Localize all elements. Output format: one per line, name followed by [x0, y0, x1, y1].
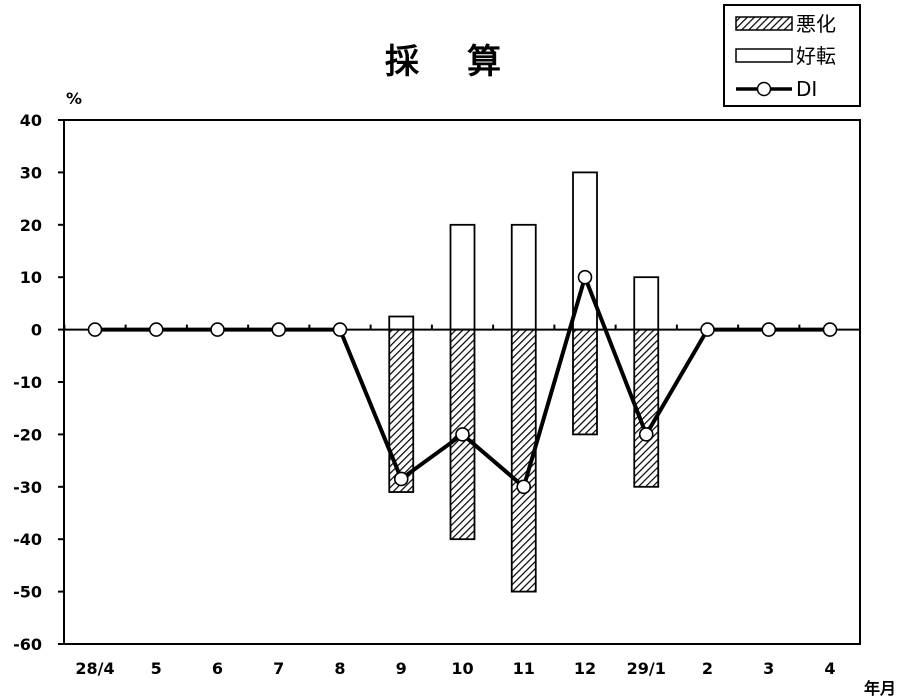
- x-tick-label: 10: [451, 659, 473, 678]
- y-axis-unit: %: [66, 89, 82, 108]
- x-tick-label: 12: [574, 659, 596, 678]
- legend-swatch-open: [735, 48, 793, 63]
- di-point: [332, 322, 348, 337]
- x-tick-label: 28/4: [75, 659, 114, 678]
- y-tick-label: -50: [13, 583, 42, 602]
- legend-item-worsen: 悪化: [735, 12, 836, 36]
- y-tick-label: 0: [31, 321, 42, 340]
- di-point: [577, 269, 593, 285]
- legend-swatch-hatch: [735, 16, 793, 31]
- y-tick-label: -30: [13, 478, 42, 497]
- x-tick-label: 4: [824, 659, 835, 678]
- x-axis-unit: 年月: [864, 679, 896, 698]
- y-tick-label: -60: [13, 635, 42, 654]
- x-tick-label: 7: [273, 659, 284, 678]
- x-tick-label: 8: [334, 659, 345, 678]
- legend-item-di: DI: [736, 77, 817, 101]
- di-point: [210, 322, 225, 337]
- di-point: [700, 322, 715, 337]
- di-points: [87, 269, 838, 495]
- y-tick-label: 20: [20, 216, 42, 235]
- y-tick-label: 40: [20, 111, 42, 130]
- x-tick-label: 29/1: [627, 659, 666, 678]
- di-point: [638, 427, 654, 442]
- worsen-bar: [572, 328, 598, 436]
- worsen-bar: [388, 328, 415, 493]
- x-tick-label: 11: [513, 659, 535, 678]
- x-tick-label: 6: [212, 659, 223, 678]
- y-tick-label: -10: [13, 373, 42, 392]
- chart-title: 採算: [385, 42, 549, 82]
- improve-bar: [510, 223, 537, 331]
- di-point: [87, 322, 103, 337]
- y-tick-label: -40: [13, 530, 42, 549]
- y-tick-label: 30: [20, 163, 42, 182]
- di-point: [455, 427, 470, 442]
- di-point: [516, 479, 532, 495]
- y-tick-label: 10: [20, 268, 42, 287]
- di-point: [822, 322, 838, 337]
- di-point: [393, 471, 409, 487]
- di-point: [148, 322, 164, 337]
- improve-bar: [633, 276, 660, 331]
- x-tick-label: 5: [151, 659, 162, 678]
- legend-label-improve: 好転: [796, 44, 836, 68]
- improve-bar: [449, 223, 476, 331]
- di-point: [271, 322, 287, 337]
- x-tick-label: 9: [396, 659, 407, 678]
- legend-label-di: DI: [796, 77, 817, 101]
- improve-bar: [388, 315, 415, 331]
- y-tick-label: -20: [13, 425, 42, 444]
- legend-item-improve: 好転: [735, 44, 836, 68]
- legend: 悪化 好転 DI: [723, 4, 861, 107]
- x-tick-label: 3: [763, 659, 774, 678]
- y-axis-tick-labels: 40 30 20 10 0 -10 -20 -30 -40 -50 -60: [13, 111, 42, 654]
- legend-marker-di: [756, 81, 772, 97]
- worsen-bar: [633, 328, 660, 488]
- improve-bars: [388, 171, 660, 331]
- legend-label-worsen: 悪化: [796, 12, 836, 36]
- di-point: [761, 322, 777, 337]
- x-tick-label: 2: [702, 659, 713, 678]
- x-axis-tick-labels: 28/4 5 6 7 8 9 10 11 12 29/1 2 3 4: [75, 659, 835, 678]
